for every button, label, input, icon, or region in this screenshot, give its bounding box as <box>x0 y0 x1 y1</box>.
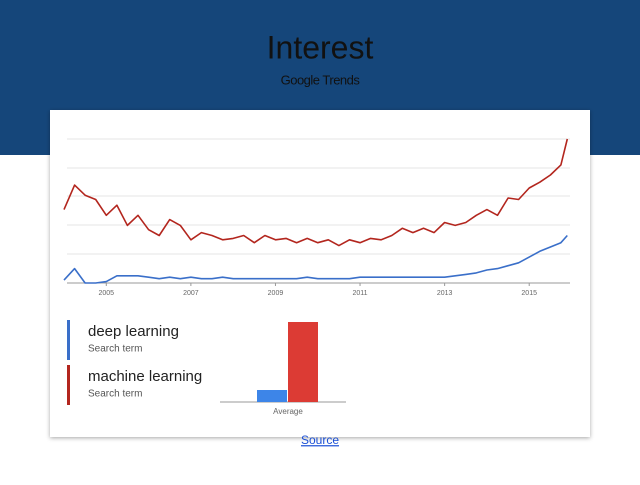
legend-label: deep learning <box>88 323 179 340</box>
trend-line <box>63 234 568 284</box>
trend-line <box>63 138 569 247</box>
x-tick-label: 2015 <box>521 290 537 297</box>
x-tick-label: 2007 <box>183 290 199 297</box>
x-tick-label: 2009 <box>268 290 284 297</box>
trends-card <box>50 110 590 437</box>
average-bar <box>257 390 287 402</box>
bar-x-label: Average <box>273 407 303 416</box>
grid <box>67 138 570 255</box>
x-tick-label: 2005 <box>99 290 115 297</box>
x-tick-label: 2013 <box>437 290 453 297</box>
average-bar <box>288 322 318 402</box>
x-tick-label: 2011 <box>353 290 368 297</box>
source-link[interactable]: Source <box>301 433 339 447</box>
legend-sublabel: Search term <box>88 344 142 355</box>
legend-sublabel: Search term <box>88 389 142 400</box>
slide-title: Interest <box>267 29 374 65</box>
slide-subtitle: Google Trends <box>281 72 361 87</box>
legend-swatch <box>67 365 70 405</box>
legend-label: machine learning <box>88 368 202 385</box>
legend-swatch <box>67 320 70 360</box>
